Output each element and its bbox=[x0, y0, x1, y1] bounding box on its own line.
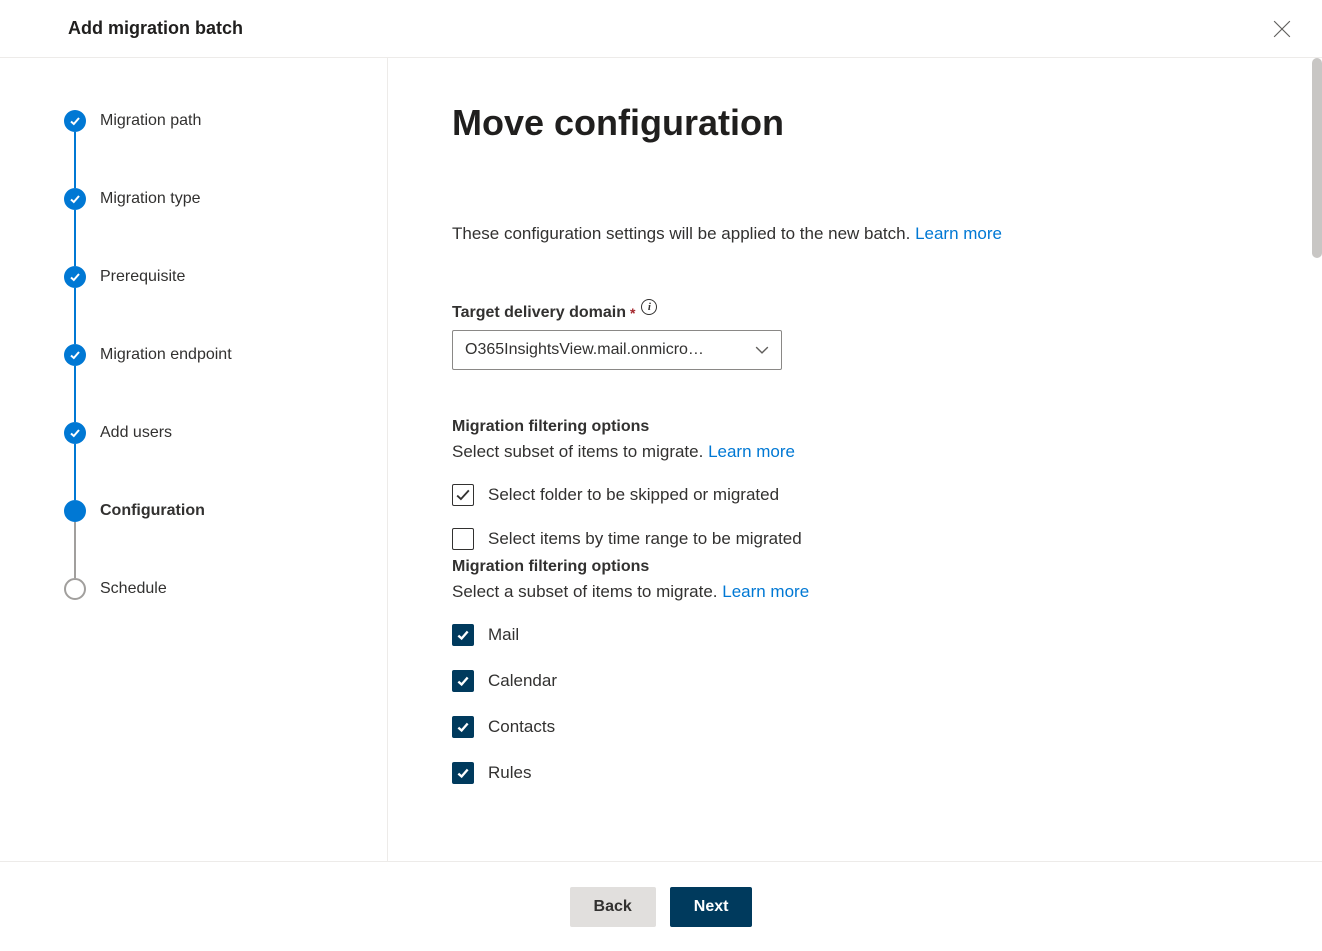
filter1-heading: Migration filtering options bbox=[452, 418, 1262, 436]
step-label: Configuration bbox=[100, 500, 205, 522]
step-item[interactable]: Configuration bbox=[64, 500, 387, 578]
intro-prefix: These configuration settings will be app… bbox=[452, 224, 915, 243]
required-indicator: * bbox=[630, 305, 635, 321]
checkmark-icon bbox=[69, 115, 81, 127]
step-icon-column bbox=[64, 266, 86, 344]
step-connector bbox=[74, 132, 76, 188]
filter-item-checkbox[interactable] bbox=[452, 762, 474, 784]
step-status-icon bbox=[64, 500, 86, 522]
close-icon bbox=[1273, 20, 1291, 38]
opt-folder-checkbox[interactable] bbox=[452, 484, 474, 506]
steps-pane: Migration path Migration type Prerequisite… bbox=[0, 58, 388, 861]
filter-item-row: Mail bbox=[452, 624, 1262, 646]
filter-item-row: Contacts bbox=[452, 716, 1262, 738]
opt-time-label: Select items by time range to be migrate… bbox=[488, 529, 802, 549]
filter1-desc-prefix: Select subset of items to migrate. bbox=[452, 442, 708, 461]
target-domain-label: Target delivery domain bbox=[452, 304, 626, 322]
checkmark-icon bbox=[456, 720, 470, 734]
filter-item-row: Rules bbox=[452, 762, 1262, 784]
scrollbar-thumb[interactable] bbox=[1312, 58, 1322, 258]
filter2-heading: Migration filtering options bbox=[452, 558, 1262, 576]
opt-folder-row: Select folder to be skipped or migrated bbox=[452, 484, 1262, 506]
step-status-icon bbox=[64, 266, 86, 288]
filter-item-label: Contacts bbox=[488, 717, 555, 737]
filter2-learn-more-link[interactable]: Learn more bbox=[722, 582, 809, 601]
filter-item-label: Mail bbox=[488, 625, 519, 645]
wizard-header: Add migration batch bbox=[0, 0, 1322, 58]
wizard-title: Add migration batch bbox=[68, 18, 243, 39]
step-label: Prerequisite bbox=[100, 266, 185, 288]
step-label: Migration path bbox=[100, 110, 201, 132]
step-status-icon bbox=[64, 344, 86, 366]
step-label: Schedule bbox=[100, 578, 167, 600]
step-connector bbox=[74, 210, 76, 266]
step-icon-column bbox=[64, 422, 86, 500]
step-status-icon bbox=[64, 188, 86, 210]
step-label: Add users bbox=[100, 422, 172, 444]
checkmark-icon bbox=[456, 488, 470, 502]
content-pane: Move configuration These configuration s… bbox=[388, 58, 1322, 861]
step-item[interactable]: Migration type bbox=[64, 188, 387, 266]
checkmark-icon bbox=[69, 271, 81, 283]
filter-item-label: Calendar bbox=[488, 671, 557, 691]
step-connector bbox=[74, 522, 76, 578]
step-icon-column bbox=[64, 188, 86, 266]
filter-item-label: Rules bbox=[488, 763, 531, 783]
target-domain-label-row: Target delivery domain * i bbox=[452, 304, 1262, 322]
filter2-desc: Select a subset of items to migrate. Lea… bbox=[452, 582, 1262, 602]
opt-folder-label: Select folder to be skipped or migrated bbox=[488, 485, 779, 505]
filter1-learn-more-link[interactable]: Learn more bbox=[708, 442, 795, 461]
step-status-icon bbox=[64, 110, 86, 132]
chevron-down-icon bbox=[755, 343, 769, 357]
step-status-icon bbox=[64, 578, 86, 600]
filter-item-checkbox[interactable] bbox=[452, 716, 474, 738]
step-item[interactable]: Schedule bbox=[64, 578, 387, 600]
step-icon-column bbox=[64, 110, 86, 188]
step-icon-column bbox=[64, 344, 86, 422]
filter2-desc-prefix: Select a subset of items to migrate. bbox=[452, 582, 722, 601]
checkmark-icon bbox=[456, 766, 470, 780]
step-connector bbox=[74, 444, 76, 500]
target-domain-select[interactable]: O365InsightsView.mail.onmicro… bbox=[452, 330, 782, 370]
opt-time-checkbox[interactable] bbox=[452, 528, 474, 550]
step-status-icon bbox=[64, 422, 86, 444]
intro-learn-more-link[interactable]: Learn more bbox=[915, 224, 1002, 243]
step-icon-column bbox=[64, 578, 86, 600]
wizard-body: Migration path Migration type Prerequisite… bbox=[0, 58, 1322, 861]
step-label: Migration type bbox=[100, 188, 201, 210]
filter-item-checkbox[interactable] bbox=[452, 670, 474, 692]
step-item[interactable]: Add users bbox=[64, 422, 387, 500]
step-connector bbox=[74, 366, 76, 422]
step-item[interactable]: Migration path bbox=[64, 110, 387, 188]
intro-text: These configuration settings will be app… bbox=[452, 224, 1262, 244]
checkmark-icon bbox=[69, 427, 81, 439]
filter-item-row: Calendar bbox=[452, 670, 1262, 692]
opt-time-row: Select items by time range to be migrate… bbox=[452, 528, 1262, 550]
filter2-items: Mail Calendar Contacts Rules bbox=[452, 624, 1262, 784]
back-button[interactable]: Back bbox=[570, 887, 656, 927]
page-heading: Move configuration bbox=[452, 102, 1262, 144]
next-button[interactable]: Next bbox=[670, 887, 753, 927]
checkmark-icon bbox=[456, 674, 470, 688]
checkmark-icon bbox=[69, 193, 81, 205]
close-button[interactable] bbox=[1268, 15, 1296, 43]
step-item[interactable]: Prerequisite bbox=[64, 266, 387, 344]
wizard-panel: Add migration batch Migration pathMigrat… bbox=[0, 0, 1322, 951]
target-domain-selected-value: O365InsightsView.mail.onmicro… bbox=[465, 341, 704, 359]
checkmark-icon bbox=[69, 349, 81, 361]
checkmark-icon bbox=[456, 628, 470, 642]
filter1-desc: Select subset of items to migrate. Learn… bbox=[452, 442, 1262, 462]
step-connector bbox=[74, 288, 76, 344]
wizard-footer: Back Next bbox=[0, 861, 1322, 951]
step-label: Migration endpoint bbox=[100, 344, 232, 366]
info-icon[interactable]: i bbox=[641, 299, 657, 315]
step-icon-column bbox=[64, 500, 86, 578]
step-item[interactable]: Migration endpoint bbox=[64, 344, 387, 422]
filter2-block: Migration filtering options Select a sub… bbox=[452, 558, 1262, 784]
filter-item-checkbox[interactable] bbox=[452, 624, 474, 646]
